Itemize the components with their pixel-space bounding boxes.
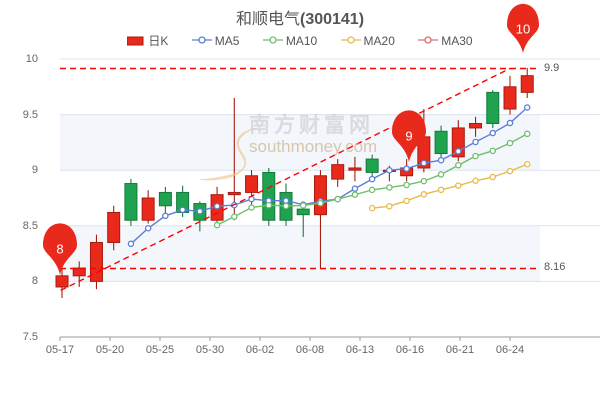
svg-text:9: 9 [405,128,412,143]
svg-text:8: 8 [56,241,63,256]
svg-text:10: 10 [516,21,530,36]
